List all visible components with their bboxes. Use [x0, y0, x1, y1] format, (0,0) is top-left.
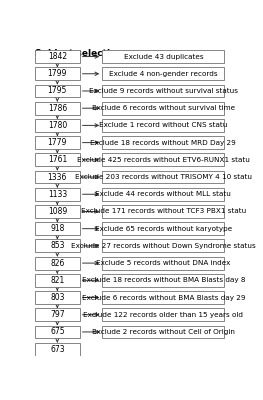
Text: 673: 673: [50, 345, 65, 354]
Bar: [102, 257, 225, 270]
Text: Exclude 203 records without TRISOMY 4 10 statu: Exclude 203 records without TRISOMY 4 10…: [75, 174, 252, 180]
Text: 803: 803: [50, 293, 65, 302]
Text: 1799: 1799: [48, 69, 67, 78]
Text: Exclude 43 duplicates: Exclude 43 duplicates: [124, 54, 203, 60]
Bar: [102, 188, 225, 201]
Bar: [35, 291, 80, 304]
Bar: [102, 308, 225, 321]
Bar: [102, 274, 225, 287]
Text: 797: 797: [50, 310, 65, 319]
Text: Exclude 122 records older than 15 years old: Exclude 122 records older than 15 years …: [83, 312, 243, 318]
Bar: [35, 50, 80, 63]
Text: 918: 918: [50, 224, 64, 233]
Text: 675: 675: [50, 328, 65, 336]
Bar: [35, 222, 80, 235]
Bar: [35, 274, 80, 287]
Bar: [35, 154, 80, 166]
Text: Exclude 425 records without ETV6-RUNX1 statu: Exclude 425 records without ETV6-RUNX1 s…: [77, 157, 250, 163]
Text: Exclude 6 records without survival time: Exclude 6 records without survival time: [92, 105, 235, 111]
Bar: [102, 154, 225, 166]
Text: Exclude 171 records without TCF3 PBX1 statu: Exclude 171 records without TCF3 PBX1 st…: [81, 208, 246, 214]
Text: Exclude 6 records without BMA Blasts day 29: Exclude 6 records without BMA Blasts day…: [82, 294, 245, 300]
Text: 821: 821: [50, 276, 64, 285]
Bar: [102, 50, 225, 63]
Bar: [102, 205, 225, 218]
Text: Exclude 27 records without Down Syndrome status: Exclude 27 records without Down Syndrome…: [71, 243, 256, 249]
Bar: [35, 84, 80, 97]
Bar: [102, 171, 225, 184]
Bar: [102, 291, 225, 304]
Bar: [35, 171, 80, 184]
Text: 1780: 1780: [48, 121, 67, 130]
Text: Exclude 65 records without karyotype: Exclude 65 records without karyotype: [95, 226, 232, 232]
Bar: [102, 326, 225, 338]
Text: 1133: 1133: [48, 190, 67, 199]
Bar: [102, 136, 225, 149]
Text: 1786: 1786: [48, 104, 67, 113]
Bar: [35, 205, 80, 218]
Bar: [35, 343, 80, 356]
Bar: [102, 67, 225, 80]
Text: Exclude 2 records without Cell of Origin: Exclude 2 records without Cell of Origin: [92, 329, 235, 335]
Bar: [102, 222, 225, 235]
Bar: [35, 119, 80, 132]
Text: Exclude 18 records without MRD Day 29: Exclude 18 records without MRD Day 29: [90, 140, 236, 146]
Bar: [35, 257, 80, 270]
Text: Exclude 18 records without BMA Blasts day 8: Exclude 18 records without BMA Blasts da…: [82, 277, 245, 283]
Text: 853: 853: [50, 241, 65, 250]
Text: Exclude 4 non-gender records: Exclude 4 non-gender records: [109, 71, 218, 77]
Text: Exclude 44 records without MLL statu: Exclude 44 records without MLL statu: [95, 191, 231, 197]
Text: 1761: 1761: [48, 155, 67, 164]
Text: Exclude 1 record without CNS statu: Exclude 1 record without CNS statu: [99, 122, 227, 128]
Bar: [35, 308, 80, 321]
Text: 1089: 1089: [48, 207, 67, 216]
Text: 826: 826: [50, 258, 64, 268]
Text: 1842: 1842: [48, 52, 67, 61]
Bar: [35, 136, 80, 149]
Bar: [35, 188, 80, 201]
Text: Exclude 9 records without survival status: Exclude 9 records without survival statu…: [89, 88, 238, 94]
Bar: [102, 119, 225, 132]
Text: Subject selection: Subject selection: [35, 49, 123, 58]
Text: 1795: 1795: [48, 86, 67, 96]
Bar: [102, 240, 225, 252]
Bar: [35, 326, 80, 338]
Bar: [102, 102, 225, 115]
Text: 1779: 1779: [48, 138, 67, 147]
Bar: [35, 67, 80, 80]
Bar: [35, 102, 80, 115]
Bar: [35, 240, 80, 252]
Text: Exclude 5 records without DNA index: Exclude 5 records without DNA index: [96, 260, 230, 266]
Bar: [102, 84, 225, 97]
Text: 1336: 1336: [48, 172, 67, 182]
